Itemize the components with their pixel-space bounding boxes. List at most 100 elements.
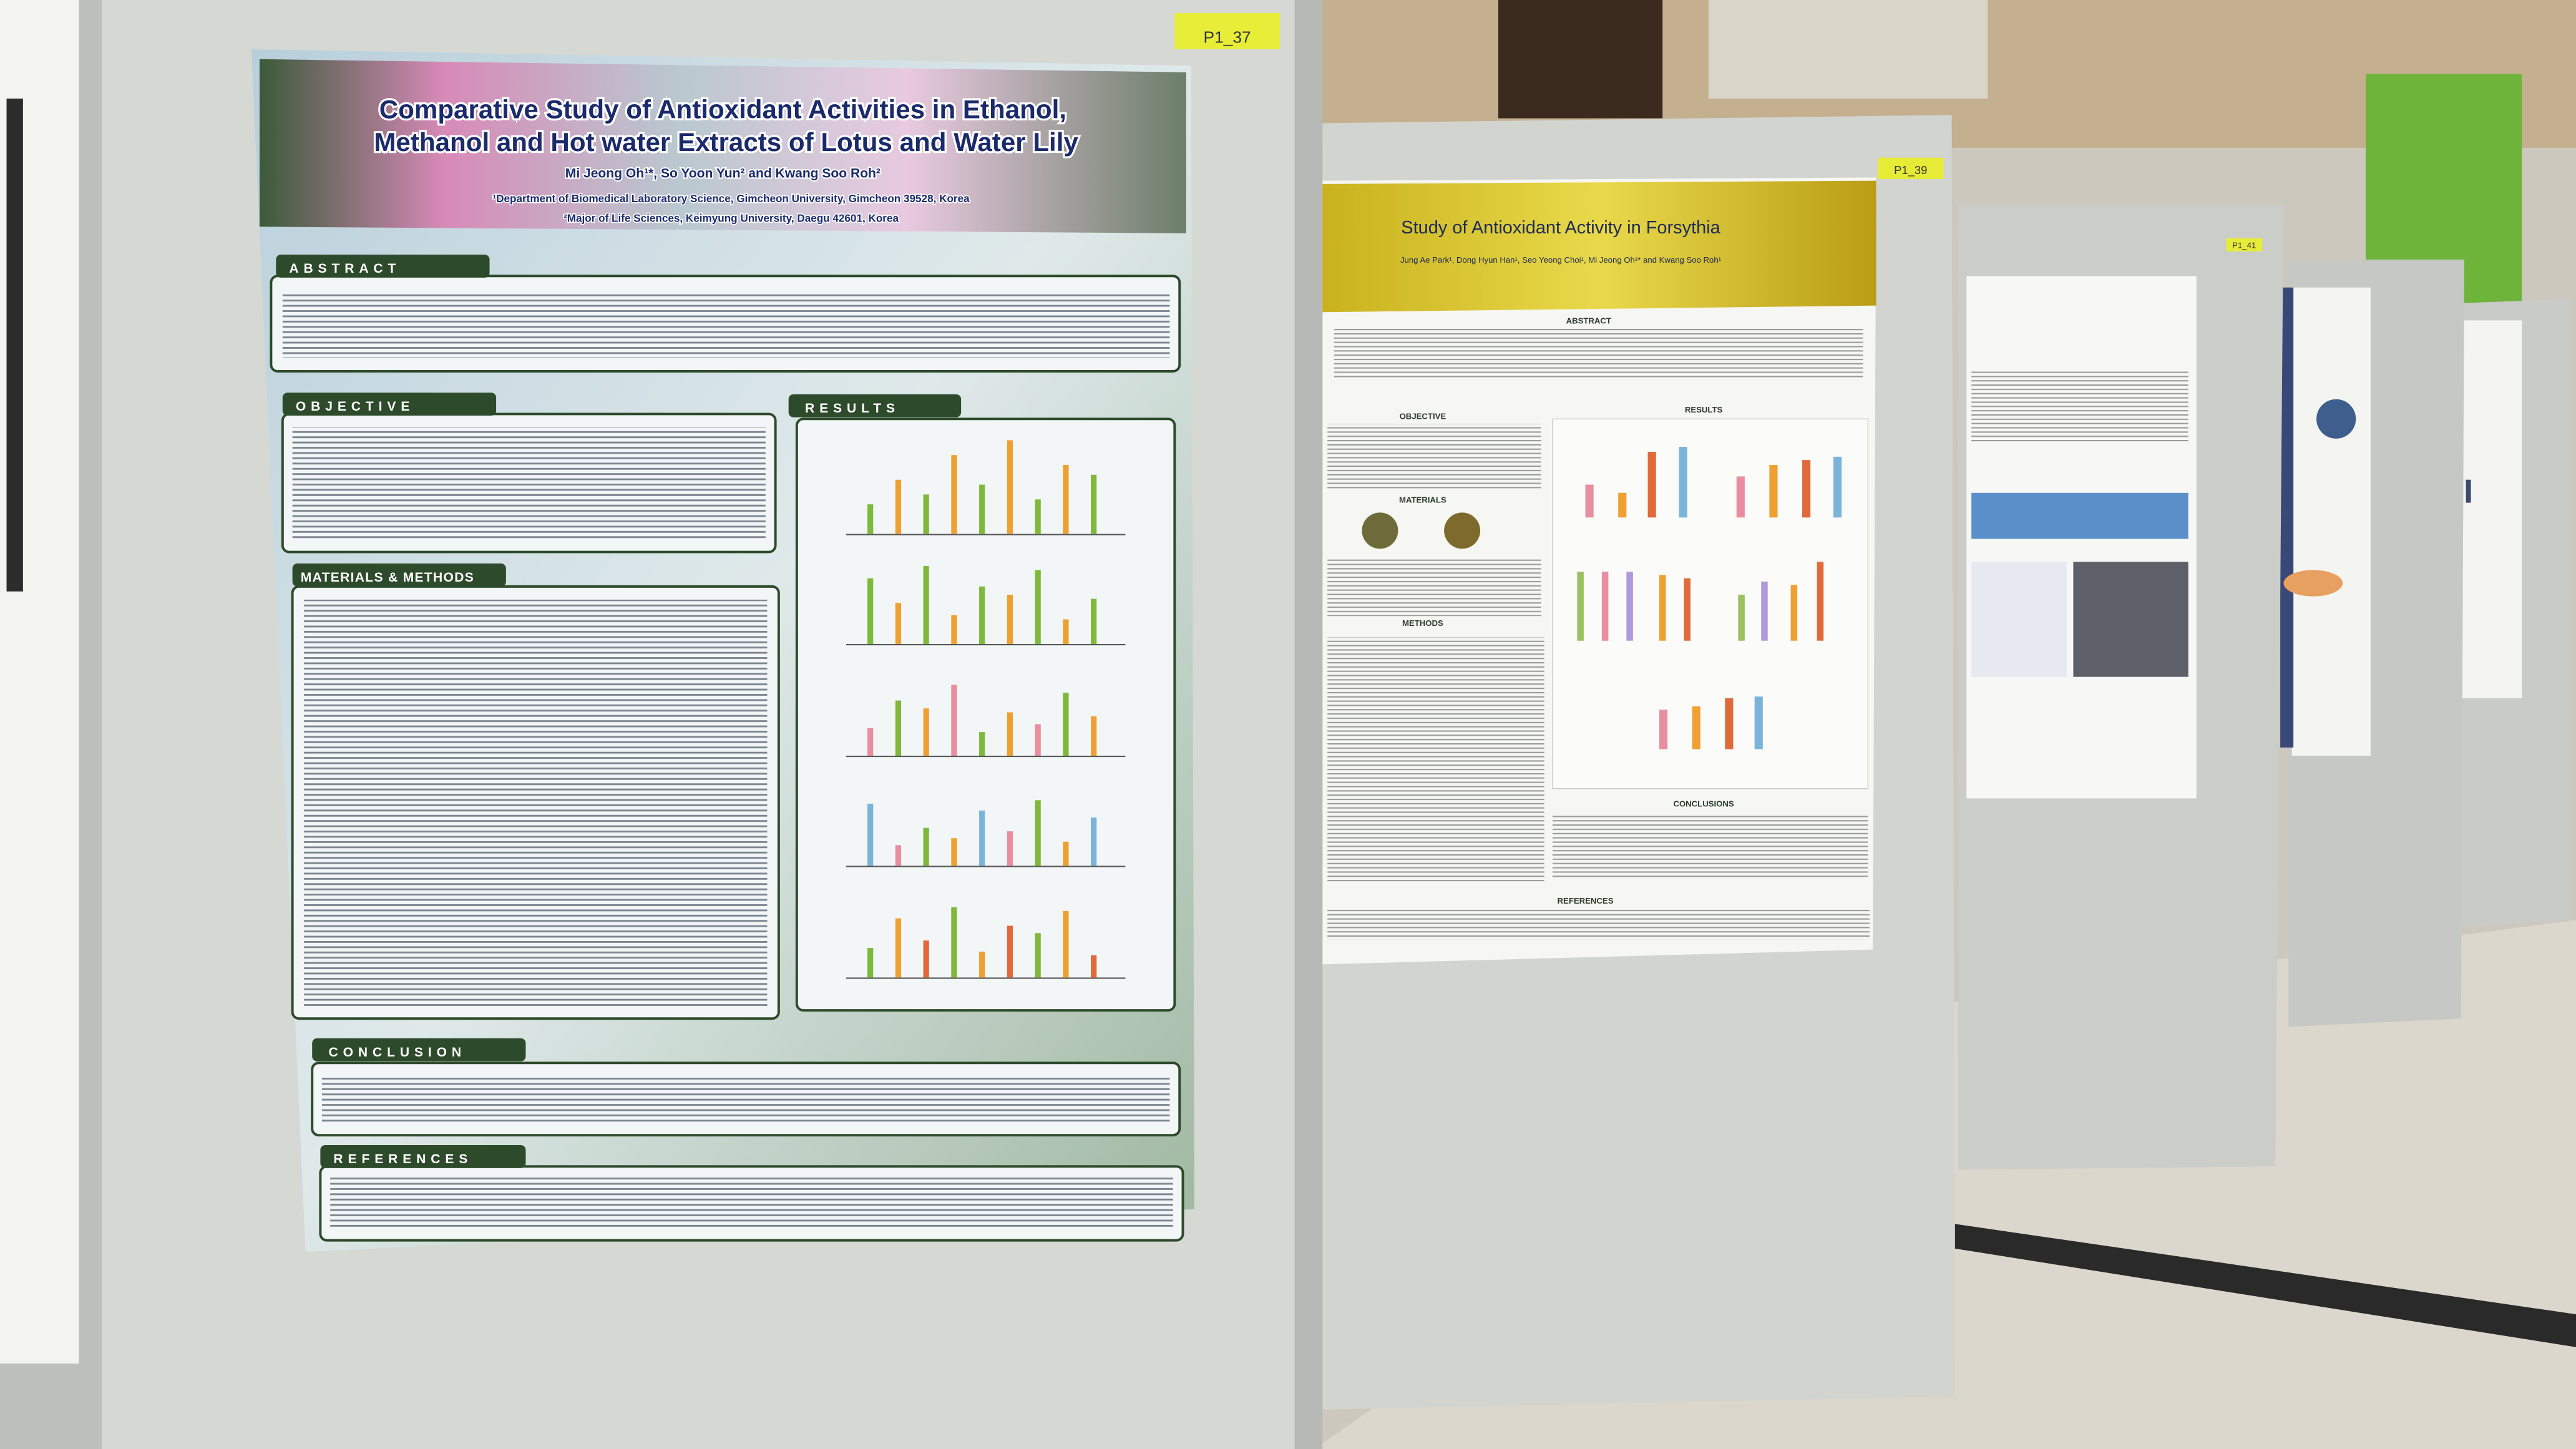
section-tab	[320, 1144, 526, 1168]
mini-bar	[1577, 572, 1584, 641]
mini-bar	[1659, 575, 1666, 641]
section-tab	[282, 393, 497, 416]
poster-2-text	[1327, 424, 1541, 490]
mini-bar	[846, 866, 1126, 867]
mini-bar	[1063, 841, 1069, 866]
poster-label	[2226, 238, 2263, 251]
section-tab	[276, 255, 490, 278]
section-tab	[292, 564, 506, 587]
section-heading: RESULTS	[805, 401, 900, 416]
poster-5-figure	[2466, 479, 2471, 503]
poster-label-text: P1_39	[1894, 163, 1927, 177]
section-heading: OBJECTIVE	[1400, 411, 1447, 421]
section-heading: ABSTRACT	[289, 261, 401, 276]
mini-bar	[1035, 570, 1041, 644]
mini-bar	[1091, 716, 1097, 756]
mini-bar	[1817, 562, 1824, 641]
board-pole	[1294, 0, 1323, 1449]
mini-bar	[1063, 619, 1069, 644]
section-text	[330, 1176, 1173, 1229]
mini-bar	[846, 977, 1126, 979]
mini-bar	[1091, 474, 1097, 534]
left-poster-bar	[6, 98, 23, 592]
mini-bar	[1091, 955, 1097, 978]
poster-label-text: P1_41	[2232, 241, 2256, 250]
poster-1-banner	[259, 59, 1186, 233]
mini-bar	[923, 940, 929, 978]
mini-bar	[1007, 712, 1013, 756]
poster-2-title: Study of Antioxidant Activity in Forsyth…	[1401, 218, 1720, 238]
mini-bar	[1035, 499, 1041, 534]
poster-2-sample	[1362, 512, 1398, 549]
mini-bar	[923, 827, 929, 866]
section-text	[322, 1074, 1170, 1124]
mini-bar	[923, 565, 929, 644]
poster-4	[2291, 287, 2371, 756]
mini-bar	[951, 838, 957, 866]
poster-2-authors: Jung Ae Park¹, Dong Hyun Han¹, Seo Yeong…	[1400, 255, 1722, 265]
mini-bar	[923, 494, 929, 534]
section-heading: MATERIALS & METHODS	[301, 570, 474, 585]
poster-4-pie	[2316, 399, 2356, 439]
poster-2-sample	[1444, 512, 1481, 549]
section-heading: METHODS	[1402, 618, 1443, 628]
mini-bar	[1659, 710, 1668, 749]
poster-3-blot	[2073, 562, 2188, 677]
section-heading: RESULTS	[1685, 405, 1723, 414]
mini-bar	[895, 700, 902, 756]
mini-bar	[951, 455, 957, 534]
mini-bar	[979, 810, 985, 866]
mini-bar	[1626, 572, 1633, 641]
section-heading: REFERENCES	[333, 1152, 472, 1166]
section-tab	[312, 1038, 526, 1061]
mini-bar	[1833, 456, 1842, 518]
mini-bar	[1091, 598, 1097, 644]
mini-bar	[867, 948, 874, 978]
mini-bar	[951, 615, 957, 644]
poster-1-sections: ABSTRACT OBJECTIVE RESULTS MATERIALS & M…	[270, 255, 1184, 1242]
section-heading: REFERENCES	[1558, 896, 1614, 905]
poster-2-text	[1327, 637, 1544, 884]
poster-3-table	[1971, 492, 2188, 539]
mini-bar	[895, 918, 902, 978]
poster-3-text	[1971, 369, 2188, 444]
mini-bar	[1692, 706, 1700, 749]
section-heading: OBJECTIVE	[296, 399, 414, 414]
mini-bar	[867, 803, 874, 866]
poster-1-title: Comparative Study of Antioxidant Activit…	[379, 95, 1066, 124]
mini-bar	[1035, 933, 1041, 978]
mini-bar	[1725, 698, 1734, 749]
poster-2-banner	[1322, 180, 1876, 313]
mini-bar	[1035, 800, 1041, 866]
poster-1-authors: Mi Jeong Oh¹*, So Yoon Yun² and Kwang So…	[565, 166, 881, 180]
mini-bar	[1736, 476, 1745, 518]
mini-bar	[1618, 492, 1627, 518]
mini-bar	[867, 504, 874, 534]
mini-bar	[1790, 585, 1798, 641]
poster-1-affiliation: ²Major of Life Sciences, Keimyung Univer…	[564, 212, 899, 224]
poster-1-affiliation: ¹Department of Biomedical Laboratory Sci…	[492, 193, 970, 205]
mini-bar	[1684, 578, 1690, 641]
poster-1-title: Methanol and Hot water Extracts of Lotus…	[374, 127, 1078, 157]
poster-label	[1878, 157, 1944, 179]
mini-bar	[867, 728, 874, 756]
mini-bar	[895, 845, 902, 866]
section-heading: CONCLUSION	[329, 1045, 466, 1060]
mini-bar	[1007, 925, 1013, 978]
mini-bar	[951, 907, 957, 978]
mini-bar	[1063, 692, 1069, 756]
mini-bar	[1063, 910, 1069, 978]
section-heading: ABSTRACT	[1566, 316, 1611, 326]
mini-bar	[979, 586, 985, 644]
mini-bar	[1769, 465, 1778, 518]
poster-2-text	[1327, 559, 1541, 617]
section-text	[304, 599, 768, 1007]
poster-2-mini-charts	[1577, 447, 1842, 749]
mini-bar	[1007, 440, 1013, 534]
mini-bar	[1585, 484, 1594, 518]
section-text	[282, 292, 1170, 358]
mini-bar	[1738, 595, 1745, 641]
mini-bar	[1761, 581, 1768, 641]
